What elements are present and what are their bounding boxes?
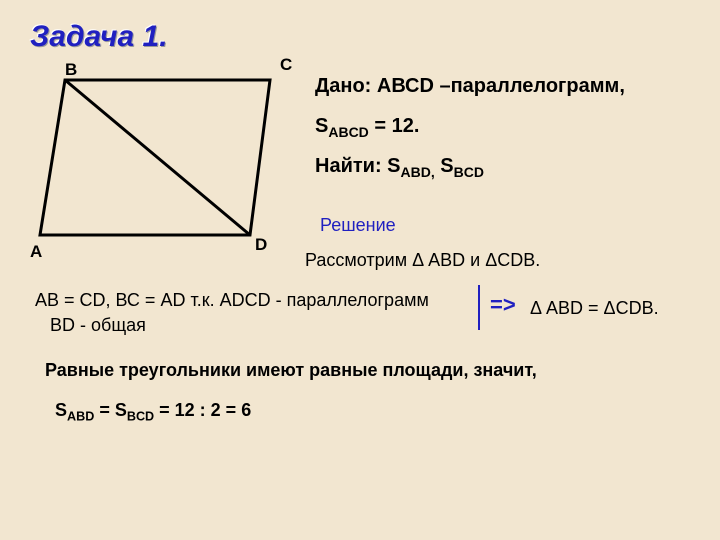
solution-heading: Решение bbox=[320, 215, 396, 236]
implies-bar bbox=[478, 285, 480, 330]
conclusion-1: Δ АВD = ΔСDВ. bbox=[530, 298, 659, 319]
vertex-d-label: D bbox=[255, 235, 267, 255]
given-line-3: Найти: SABD, SBCD bbox=[315, 155, 484, 180]
vertex-c-label: С bbox=[280, 55, 292, 75]
solution-step-1: Рассмотрим Δ АВD и ΔСDВ. bbox=[305, 250, 540, 271]
parallelogram-figure: В С D А bbox=[30, 70, 290, 275]
solution-step-5: SABD = SBCD = 12 : 2 = 6 bbox=[55, 400, 251, 424]
implies-arrow: => bbox=[490, 292, 516, 318]
vertex-b-label: В bbox=[65, 60, 77, 80]
solution-step-2: АВ = СD, ВС = АD т.к. АDСD - параллелогр… bbox=[35, 290, 429, 311]
given-line-2: SABCD = 12. bbox=[315, 115, 419, 140]
solution-step-4: Равные треугольники имеют равные площади… bbox=[45, 360, 537, 381]
problem-title: Задача 1. bbox=[30, 20, 168, 54]
vertex-a-label: А bbox=[30, 242, 42, 262]
solution-step-3: ВD - общая bbox=[50, 315, 146, 336]
given-line-1: Дано: АВСD –параллелограмм, bbox=[315, 75, 625, 98]
